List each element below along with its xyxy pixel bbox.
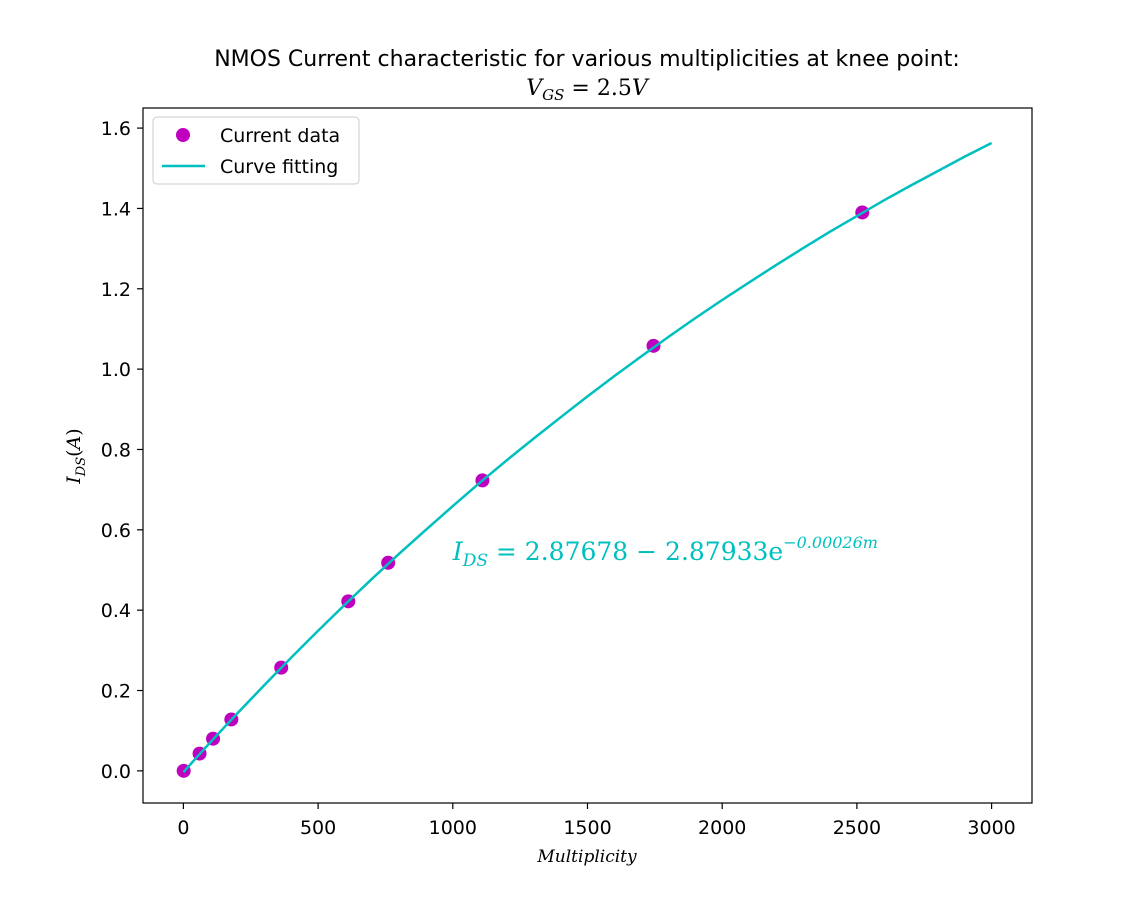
x-tick-label: 1000 [429,817,477,839]
x-tick-label: 500 [300,817,336,839]
y-tick-label: 0.2 [101,681,131,703]
x-tick-label: 0 [177,817,189,839]
chart-title: NMOS Current characteristic for various … [214,47,960,72]
x-tick-label: 1500 [563,817,611,839]
annotation-main: I [452,537,464,566]
x-axis-label: Multiplicity [536,847,637,867]
legend-label-curve-fitting: Curve fitting [220,156,338,178]
annotation-sub: DS [462,551,488,571]
fit-curve-line [182,141,993,773]
y-tick-label: 0.4 [101,600,131,622]
svg-text:IDS(A): IDS(A) [63,428,89,484]
series-layer [176,141,993,778]
svg-text:VGS = 2.5V: VGS = 2.5V [526,76,650,104]
legend-label-current-data: Current data [220,125,340,147]
y-axis-label: IDS(A) [63,428,89,484]
x-tick-label: 3000 [967,817,1015,839]
chart-subtitle: VGS = 2.5V [526,76,650,104]
annotation-equation: = 2.87678 − 2.87933e [488,537,783,566]
svg-text:IDS = 2.87678 − 2.87933e−0.000: IDS = 2.87678 − 2.87933e−0.00026m [452,533,878,571]
y-tick-label: 1.4 [101,198,131,220]
y-tick-label: 0.0 [101,761,131,783]
annotation-exponent: −0.00026m [783,533,878,552]
x-tick-label: 2500 [833,817,881,839]
y-tick-label: 0.6 [101,520,131,542]
y-tick-label: 1.0 [101,359,131,381]
legend-marker-current-data [176,128,190,142]
fit-equation-annotation: IDS = 2.87678 − 2.87933e−0.00026m [452,533,878,571]
y-tick-label: 0.8 [101,439,131,461]
y-tick-label: 1.6 [101,118,131,140]
x-tick-label: 2000 [698,817,746,839]
y-tick-label: 1.2 [101,279,131,301]
x-axis: 0 500 1000 1500 2000 2500 3000 [177,803,1016,839]
legend: Current data Curve fitting [152,116,360,185]
plot-area [142,107,1033,804]
y-axis: 0.0 0.2 0.4 0.6 0.8 1.0 1.2 1.4 1.6 [101,118,143,783]
